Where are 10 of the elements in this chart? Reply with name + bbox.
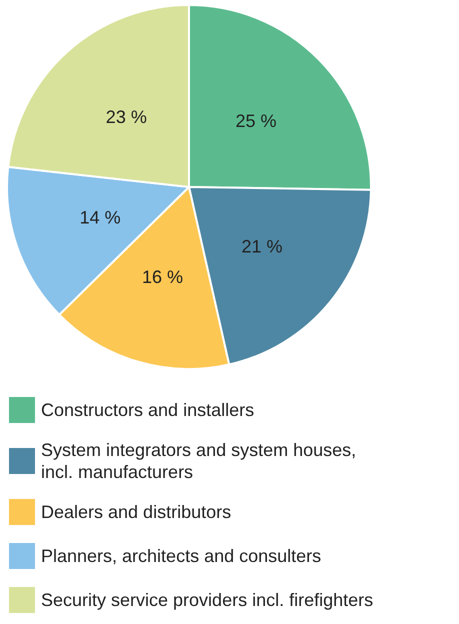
legend-label: Security service providers incl. firefighters — [41, 590, 374, 610]
legend-label: Constructors and installers — [41, 400, 254, 420]
data-label: 16 % — [142, 267, 184, 288]
data-label: 14 % — [80, 208, 121, 228]
legend-label: Dealers and distributors — [41, 502, 232, 522]
data-label: 21 % — [241, 236, 282, 256]
legend-label: System integrators and system houses, incl. manufacturers — [41, 440, 362, 482]
legend-label: Planners, architects and consulters — [41, 546, 322, 566]
data-label: 23 % — [106, 106, 147, 127]
data-label: 25 % — [235, 111, 277, 132]
